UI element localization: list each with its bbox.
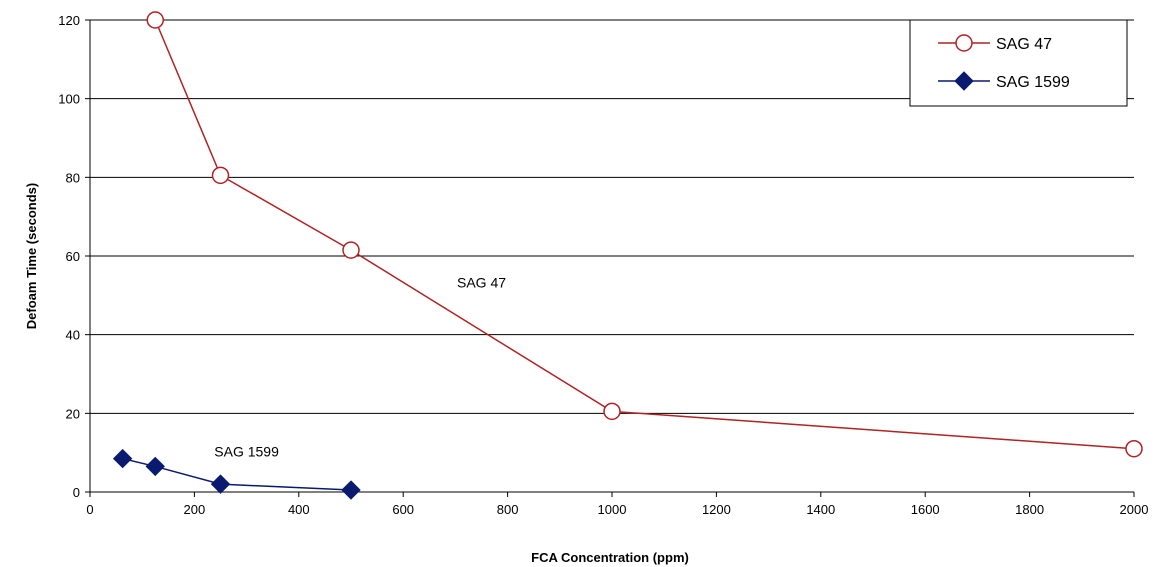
y-tick-label-0: 0: [73, 485, 80, 500]
x-tick-label-7: 1400: [806, 502, 835, 517]
data-point-sag-47-2: [342, 241, 360, 259]
y-axis-title: Defoam Time (seconds): [24, 183, 39, 329]
axes: [85, 19, 1135, 497]
data-point-sag-1599-3: [341, 480, 361, 500]
x-tick-label-10: 2000: [1120, 502, 1149, 517]
gridlines: [90, 19, 1134, 414]
x-tick-label-3: 600: [392, 502, 414, 517]
legend-box: [909, 19, 1128, 107]
legend-item-sag-1599: SAG 1599: [938, 71, 1070, 91]
x-tick-label-0: 0: [86, 502, 93, 517]
x-tick-label-1: 200: [184, 502, 206, 517]
series-layer: [112, 11, 1143, 500]
y-tick-label-5: 100: [58, 92, 80, 107]
series-line-sag-1599: [122, 457, 352, 491]
x-tick-label-8: 1600: [911, 502, 940, 517]
data-point-sag-47-1: [211, 166, 230, 185]
annotation-0: SAG 47: [457, 274, 506, 290]
y-tick-label-1: 20: [66, 406, 80, 421]
series-sag-47: [146, 11, 1143, 458]
data-point-sag-47-0: [146, 11, 164, 29]
legend-label-sag-47: SAG 47: [996, 36, 1052, 53]
data-point-sag-47-3: [603, 402, 621, 421]
x-tick-label-4: 800: [497, 502, 519, 517]
data-point-sag-1599-0: [112, 448, 133, 469]
x-tick-label-9: 1800: [1015, 502, 1044, 517]
x-tick-labels: 0 200 400 600 800 1000 1200 1400 1600 1800 2000: [86, 502, 1148, 517]
legend-swatch-marker-sag-47: [955, 34, 973, 52]
x-tick-label-2: 400: [288, 502, 310, 517]
data-point-sag-47-4: [1125, 439, 1143, 458]
x-axis-title: FCA Concentration (ppm): [531, 550, 689, 565]
y-tick-labels: 0 20 40 60 80 100 120: [58, 13, 80, 500]
data-point-sag-1599-1: [145, 456, 165, 477]
x-tick-label-5: 1000: [598, 502, 627, 517]
y-tick-label-6: 120: [58, 13, 80, 28]
data-point-sag-1599-2: [210, 474, 231, 494]
annotation-1: SAG 1599: [214, 444, 279, 460]
legend-item-sag-47: SAG 47: [938, 34, 1052, 53]
series-sag-1599: [112, 448, 361, 500]
annotations: SAG 47 SAG 1599: [214, 274, 506, 459]
legend: SAG 47 SAG 1599: [909, 19, 1128, 107]
legend-swatch-marker-sag-1599: [954, 71, 974, 91]
y-tick-label-3: 60: [66, 249, 80, 264]
y-tick-label-4: 80: [66, 170, 80, 185]
y-tick-label-2: 40: [66, 328, 80, 343]
legend-label-sag-1599: SAG 1599: [996, 74, 1070, 91]
x-tick-label-6: 1200: [702, 502, 731, 517]
